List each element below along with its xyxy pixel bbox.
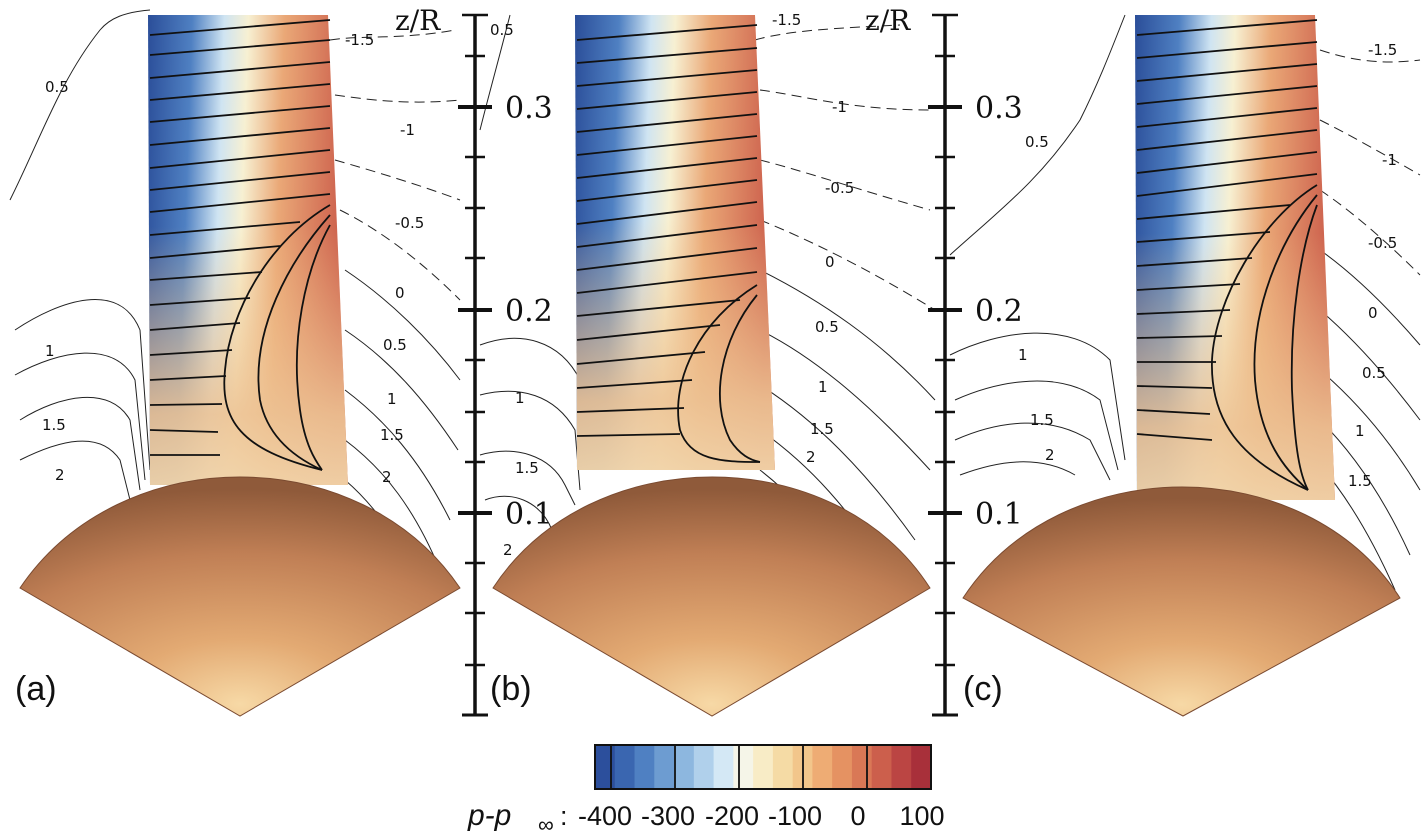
iso-label: 2 <box>503 541 513 559</box>
axis-title: z/R <box>865 4 911 37</box>
colorbar-swatch <box>713 745 734 789</box>
iso-label: 1.5 <box>42 416 66 434</box>
stem-shade <box>148 15 348 485</box>
colorbar-tick-label: -100 <box>768 801 822 831</box>
colorbar-swatch <box>812 745 833 789</box>
panel-label: (c) <box>963 670 1003 708</box>
iso-label: -1 <box>832 98 847 116</box>
axis-tick-label: 0.3 <box>505 91 553 126</box>
colorbar-frame <box>594 744 932 790</box>
iso-label: 2 <box>806 448 816 466</box>
colorbar-swatch <box>871 745 893 789</box>
iso-label: 0 <box>395 284 405 302</box>
iso-label: 2 <box>382 468 392 486</box>
colorbar-swatch <box>891 745 912 789</box>
axis-tick-label: 0.2 <box>505 294 553 329</box>
iso-label: 1 <box>515 389 525 407</box>
iso-label: 1.5 <box>810 420 834 438</box>
iso-label: 2 <box>55 466 65 484</box>
sphere <box>492 476 931 717</box>
iso-label: 1 <box>45 342 55 360</box>
iso-labels: 0.5 -1.5 -1 -0.5 0 0.5 1 1.5 2 1 1.5 2 <box>490 11 854 559</box>
iso-label: 0.5 <box>1362 364 1386 382</box>
colorbar: p-p ∞ : -400 -300 -200 -100 0 100 <box>467 744 945 837</box>
iso-label: 0.5 <box>490 21 514 39</box>
stem-shade <box>1135 15 1335 500</box>
iso-label: 0.5 <box>383 336 407 354</box>
colorbar-tick-label: -200 <box>705 801 759 831</box>
iso-label: -0.5 <box>825 179 854 197</box>
axis-title: z/R <box>395 4 441 37</box>
colorbar-swatch <box>634 745 655 789</box>
panel-c: -1.5 -1 -0.5 0 0.5 1 1.5 0.5 1 1.5 2 (c) <box>949 14 1421 717</box>
iso-label: 2 <box>1045 446 1055 464</box>
sphere <box>962 486 1401 717</box>
iso-label: 0 <box>825 253 835 271</box>
axis-tick-label: 0.1 <box>975 497 1023 532</box>
axis-tick-label: 0.3 <box>975 91 1023 126</box>
iso-label: 1 <box>818 378 828 396</box>
iso-label: -1.5 <box>345 31 374 49</box>
iso-label: 0.5 <box>45 78 69 96</box>
iso-label: -1 <box>400 121 415 139</box>
isobar-lines <box>949 14 1421 591</box>
colorbar-tick-label: -300 <box>641 801 695 831</box>
colorbar-swatches <box>595 745 932 789</box>
axis-tick-label: 0.2 <box>975 294 1023 329</box>
iso-label: -1.5 <box>772 11 801 29</box>
iso-label: -0.5 <box>1368 234 1397 252</box>
iso-label: 1 <box>387 390 397 408</box>
iso-labels: -1.5 -1 -0.5 0 0.5 1 1.5 2 0.5 1 1.5 2 <box>42 31 424 486</box>
iso-label: 0.5 <box>1025 133 1049 151</box>
iso-label: -1 <box>1382 151 1397 169</box>
stem-streamlines <box>1136 19 1318 491</box>
panel-a: -1.5 -1 -0.5 0 0.5 1 1.5 2 0.5 1 1.5 2 (… <box>9 9 461 717</box>
colorbar-swatch <box>674 745 695 789</box>
colorbar-swatch <box>772 745 794 789</box>
colorbar-swatch <box>595 745 616 789</box>
z-scale-bar <box>928 13 962 717</box>
iso-label: 1.5 <box>515 459 539 477</box>
iso-label: 1.5 <box>1030 411 1054 429</box>
colorbar-swatch <box>614 745 636 789</box>
colorbar-swatch <box>911 745 932 789</box>
iso-labels: -1.5 -1 -0.5 0 0.5 1 1.5 0.5 1 1.5 2 <box>1018 41 1397 490</box>
sphere <box>19 476 461 717</box>
iso-label: 1.5 <box>380 426 404 444</box>
colorbar-swatch <box>654 745 675 789</box>
iso-label: -1.5 <box>1368 41 1397 59</box>
colorbar-label: p-p <box>467 799 511 832</box>
colorbar-swatch <box>733 745 754 789</box>
colorbar-tick-label: 0 <box>850 801 865 831</box>
colorbar-dividers <box>610 745 868 789</box>
iso-label: -0.5 <box>395 214 424 232</box>
panel-label: (a) <box>15 670 57 708</box>
axis-tick-label: 0.1 <box>505 497 553 532</box>
colorbar-swatch <box>693 745 715 789</box>
colorbar-swatch <box>832 745 853 789</box>
iso-label: 1 <box>1018 346 1028 364</box>
z-scale-bar <box>458 13 492 717</box>
colorbar-label-subscript: ∞ <box>538 812 554 837</box>
colorbar-tick-label: 100 <box>899 801 944 831</box>
panel-label: (b) <box>490 670 532 708</box>
colorbar-swatch <box>851 745 873 789</box>
colorbar-tick-label: -400 <box>578 801 632 831</box>
colorbar-label-colon: : <box>560 801 568 831</box>
iso-label: 0.5 <box>815 318 839 336</box>
stem-streamlines <box>576 24 761 463</box>
iso-label: 1 <box>1355 422 1365 440</box>
colorbar-swatch <box>753 745 774 789</box>
stem-streamlines <box>149 19 331 471</box>
iso-label: 0 <box>1368 304 1378 322</box>
iso-label: 1.5 <box>1348 472 1372 490</box>
panel-b: 0.5 -1.5 -1 -0.5 0 0.5 1 1.5 2 1 1.5 2 (… <box>479 11 936 717</box>
